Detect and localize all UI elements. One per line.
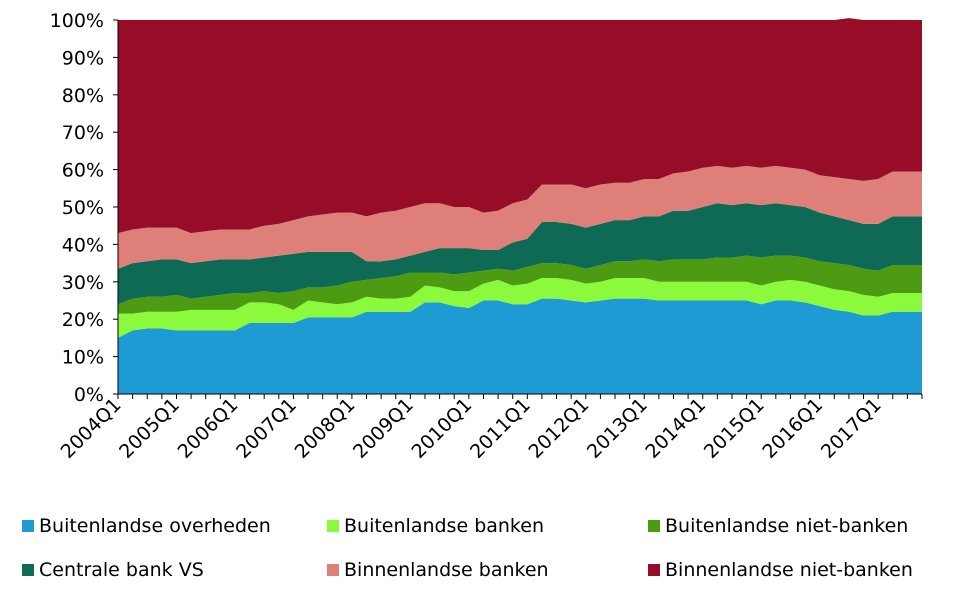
legend-label-centrale-bank-vs: Centrale bank VS — [39, 559, 204, 581]
legend-swatch-centrale-bank-vs — [22, 564, 34, 576]
legend-label-buitenlandse-niet-banken: Buitenlandse niet-banken — [665, 515, 908, 537]
legend-label-binnenlandse-banken: Binnenlandse banken — [344, 559, 549, 581]
y-tick-label: 20% — [62, 309, 104, 331]
area-buitenlandse-banken — [118, 278, 922, 338]
y-tick-label: 80% — [62, 85, 104, 107]
legend-swatch-buitenlandse-niet-banken — [648, 520, 660, 532]
area-binnenlandse-banken — [118, 165, 922, 269]
x-tick-label: 2014Q1 — [641, 394, 710, 463]
x-tick-label: 2016Q1 — [758, 394, 827, 463]
y-tick-label: 40% — [62, 234, 104, 256]
area-buitenlandse-overheden — [118, 298, 922, 394]
area-buitenlandse-niet-banken — [118, 255, 922, 314]
area-binnenlandse-niet-banken — [118, 18, 922, 234]
y-axis: 0% 10% 20% 30% 40% 50% 60% 70% 80% 90% 100% — [50, 10, 119, 406]
y-tick-label: 0% — [74, 384, 104, 406]
legend-label-buitenlandse-overheden: Buitenlandse overheden — [39, 515, 271, 537]
x-tick-label: 2009Q1 — [349, 394, 418, 463]
x-tick-label: 2005Q1 — [115, 394, 184, 463]
y-tick-label: 90% — [62, 47, 104, 69]
x-tick-label: 2006Q1 — [174, 394, 243, 463]
legend-swatch-buitenlandse-banken — [327, 520, 339, 532]
legend: Buitenlandse overheden Buitenlandse banke… — [22, 515, 913, 581]
y-tick-label: 100% — [50, 10, 104, 32]
x-tick-label: 2011Q1 — [466, 394, 535, 463]
x-tick-label: 2007Q1 — [232, 394, 301, 463]
area-centrale-bank-vs — [118, 203, 922, 305]
legend-swatch-binnenlandse-niet-banken — [648, 564, 660, 576]
x-tick-label: 2010Q1 — [407, 394, 476, 463]
y-tick-label: 70% — [62, 122, 104, 144]
x-axis: 2004Q12005Q12006Q12007Q12008Q12009Q12010… — [57, 393, 923, 463]
x-tick-label: 2008Q1 — [291, 394, 360, 463]
legend-label-buitenlandse-banken: Buitenlandse banken — [344, 515, 544, 537]
legend-label-binnenlandse-niet-banken: Binnenlandse niet-banken — [665, 559, 913, 581]
y-tick-label: 30% — [62, 272, 104, 294]
y-tick-label: 10% — [62, 347, 104, 369]
y-tick-label: 60% — [62, 160, 104, 182]
x-tick-label: 2013Q1 — [583, 394, 652, 463]
plot-area — [118, 18, 922, 394]
x-tick-label: 2012Q1 — [524, 394, 593, 463]
legend-swatch-binnenlandse-banken — [327, 564, 339, 576]
legend-swatch-buitenlandse-overheden — [22, 520, 34, 532]
x-tick-label: 2017Q1 — [817, 394, 886, 463]
x-tick-label: 2015Q1 — [700, 394, 769, 463]
y-tick-label: 50% — [62, 197, 104, 219]
